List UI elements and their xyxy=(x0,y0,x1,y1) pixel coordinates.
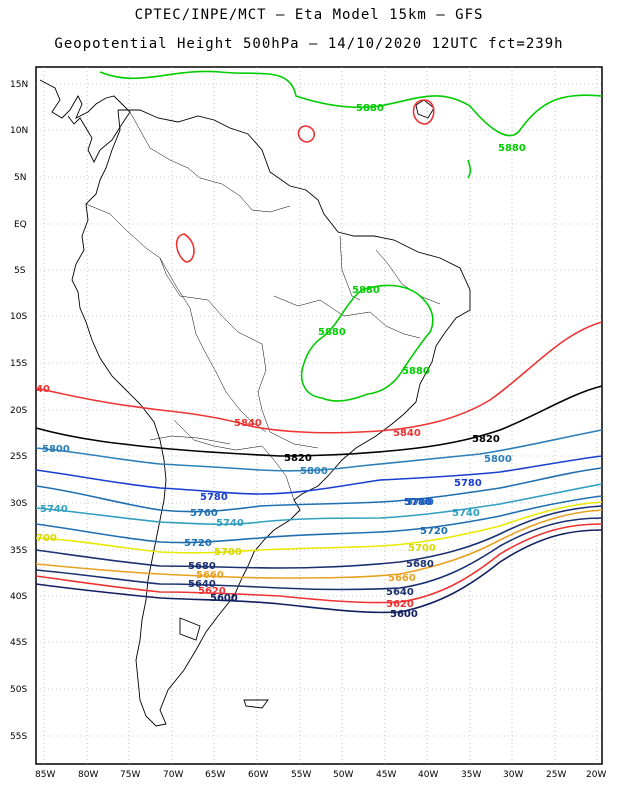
lon-label: 70W xyxy=(163,770,183,780)
contour-5760 xyxy=(35,467,603,513)
contour-5600 xyxy=(35,529,603,614)
contour-5840 xyxy=(35,321,603,434)
contour-label: 5880 xyxy=(498,143,526,154)
lon-label: 20W xyxy=(586,770,606,780)
contour-5660 xyxy=(35,509,603,579)
contour-label: 5780 xyxy=(404,497,432,508)
contour-labels: 5880 5880 5880 5880 5880 5840 5840 40 58… xyxy=(36,103,526,620)
contour-label: 5720 xyxy=(420,526,448,537)
contour-5780 xyxy=(35,455,603,495)
lon-label: 30W xyxy=(503,770,523,780)
contour-5820 xyxy=(35,385,603,457)
contour-5640 xyxy=(35,517,603,591)
contour-label: 5660 xyxy=(196,570,224,581)
contour-5880-gulf xyxy=(467,159,472,179)
lat-label: 15S xyxy=(10,359,27,369)
country-borders xyxy=(85,111,441,501)
map-subtitle: Geopotential Height 500hPa – 14/10/2020 … xyxy=(54,36,564,52)
contour-label: 5600 xyxy=(210,593,238,604)
contour-label: 5700 xyxy=(408,543,436,554)
contour-label: 5800 xyxy=(42,444,70,455)
contour-label: 5620 xyxy=(198,586,226,597)
contour-5880-ne xyxy=(300,284,434,402)
lat-label: 5N xyxy=(14,173,26,183)
lon-label: 45W xyxy=(376,770,396,780)
contour-label: 5780 xyxy=(200,492,228,503)
contour-label: 5820 xyxy=(284,453,312,464)
contour-label: 5740 xyxy=(40,504,68,515)
lat-label: 10N xyxy=(10,126,28,136)
lat-label: 10S xyxy=(10,312,27,322)
contour-label: 5760 xyxy=(406,497,434,508)
contour-lines xyxy=(35,70,603,614)
lat-label: 25S xyxy=(10,452,27,462)
longitude-labels: 85W 80W 75W 70W 65W 60W 55W 50W 45W 40W … xyxy=(35,770,606,780)
contour-label: 5880 xyxy=(402,366,430,377)
contour-5740 xyxy=(35,483,603,526)
contour-label: 5840 xyxy=(393,428,421,439)
contour-5700 xyxy=(35,501,603,554)
lat-label: 45S xyxy=(10,638,27,648)
lat-label: EQ xyxy=(14,220,27,230)
contour-label: 5880 xyxy=(318,327,346,338)
latitude-labels: 15N 10N 5N EQ 5S 10S 15S 20S 25S 30S 35S… xyxy=(10,80,28,742)
contour-5800 xyxy=(35,429,603,472)
lat-label: 55S xyxy=(10,732,27,742)
map-frame xyxy=(35,66,603,765)
lon-label: 35W xyxy=(461,770,481,780)
contour-label: 700 xyxy=(36,533,57,544)
contour-label: 5680 xyxy=(406,559,434,570)
contour-label: 5880 xyxy=(352,285,380,296)
contour-label: 5680 xyxy=(188,561,216,572)
contour-label: 5660 xyxy=(388,573,416,584)
lat-label: 35S xyxy=(10,546,27,556)
contour-label: 40 xyxy=(36,384,50,395)
contour-label: 5740 xyxy=(452,508,480,519)
contour-label: 5800 xyxy=(484,454,512,465)
contour-label: 5840 xyxy=(234,418,262,429)
contour-label: 5800 xyxy=(300,466,328,477)
lat-label: 50S xyxy=(10,685,27,695)
contour-label: 5740 xyxy=(216,518,244,529)
contour-5880 xyxy=(99,70,603,137)
contour-label: 5640 xyxy=(386,587,414,598)
lat-label: 5S xyxy=(14,266,26,276)
lon-label: 55W xyxy=(291,770,311,780)
lon-label: 85W xyxy=(35,770,55,780)
lon-label: 60W xyxy=(248,770,268,780)
contour-label: 5880 xyxy=(356,103,384,114)
contour-label: 5780 xyxy=(454,478,482,489)
lat-label: 40S xyxy=(10,592,27,602)
lon-label: 25W xyxy=(546,770,566,780)
contour-5620 xyxy=(35,523,603,604)
lon-label: 50W xyxy=(333,770,353,780)
contour-label: 5820 xyxy=(472,434,500,445)
contour-label: 5600 xyxy=(390,609,418,620)
contour-5720 xyxy=(35,495,603,544)
lon-label: 75W xyxy=(120,770,140,780)
lon-label: 65W xyxy=(205,770,225,780)
lat-label: 20S xyxy=(10,406,27,416)
lon-label: 80W xyxy=(78,770,98,780)
contour-label: 5760 xyxy=(190,508,218,519)
graticule xyxy=(36,67,602,764)
lat-label: 15N xyxy=(10,80,28,90)
lat-label: 30S xyxy=(10,499,27,509)
contour-5680 xyxy=(35,505,603,569)
contour-5840-cell2 xyxy=(412,99,435,125)
contour-5840-cell1 xyxy=(297,125,316,143)
contour-label: 5640 xyxy=(188,579,216,590)
lon-label: 40W xyxy=(418,770,438,780)
contour-label: 5720 xyxy=(184,538,212,549)
contour-label: 5700 xyxy=(214,547,242,558)
contour-5840-cell3 xyxy=(175,233,195,263)
map-title: CPTEC/INPE/MCT – Eta Model 15km – GFS xyxy=(134,7,484,23)
contour-label: 5620 xyxy=(386,599,414,610)
